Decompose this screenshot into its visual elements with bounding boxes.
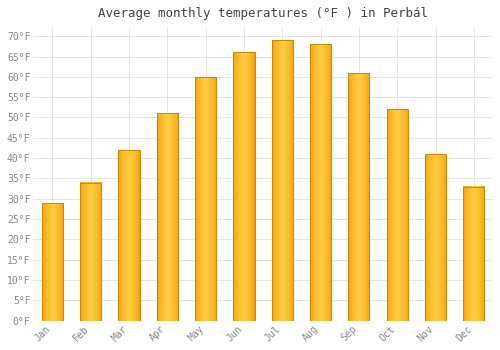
Bar	[425, 154, 446, 321]
Title: Average monthly temperatures (°F ) in Perbál: Average monthly temperatures (°F ) in Pe…	[98, 7, 428, 20]
Bar	[464, 187, 484, 321]
Bar	[42, 203, 63, 321]
Bar	[348, 73, 370, 321]
Bar	[234, 52, 254, 321]
Bar	[386, 109, 408, 321]
Bar	[195, 77, 216, 321]
Bar	[157, 113, 178, 321]
Bar	[118, 150, 140, 321]
Bar	[310, 44, 331, 321]
Bar	[80, 183, 101, 321]
Bar	[272, 40, 293, 321]
